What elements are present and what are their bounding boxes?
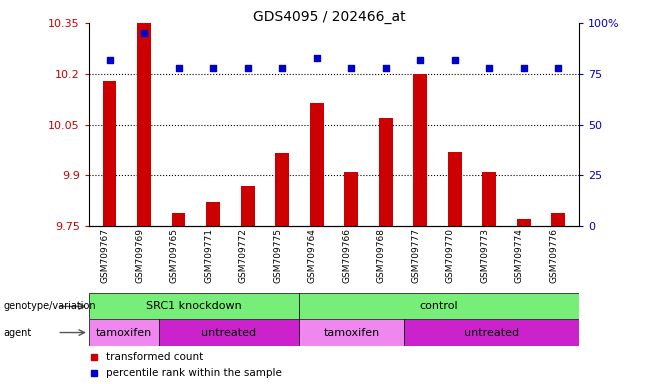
Text: GSM709776: GSM709776 — [549, 228, 559, 283]
Text: GSM709774: GSM709774 — [515, 228, 524, 283]
Point — [173, 65, 184, 71]
Text: percentile rank within the sample: percentile rank within the sample — [106, 368, 282, 378]
Text: GSM709772: GSM709772 — [239, 228, 247, 283]
Bar — [404, 319, 579, 346]
Bar — [299, 293, 579, 319]
Point — [484, 65, 495, 71]
Bar — [344, 172, 358, 226]
Bar — [299, 319, 404, 346]
Text: GSM709769: GSM709769 — [135, 228, 144, 283]
Bar — [103, 81, 116, 226]
Point — [449, 56, 460, 63]
Point — [277, 65, 288, 71]
Text: GSM709767: GSM709767 — [101, 228, 109, 283]
Text: untreated: untreated — [201, 328, 257, 338]
Bar — [89, 293, 299, 319]
Bar — [172, 213, 186, 226]
Text: tamoxifen: tamoxifen — [323, 328, 380, 338]
Bar — [241, 185, 255, 226]
Text: genotype/variation: genotype/variation — [3, 301, 96, 311]
Text: GSM709773: GSM709773 — [480, 228, 490, 283]
Bar — [517, 219, 531, 226]
Bar — [413, 74, 427, 226]
Point — [104, 56, 114, 63]
Bar — [379, 118, 393, 226]
Bar — [137, 23, 151, 226]
Text: tamoxifen: tamoxifen — [95, 328, 152, 338]
Text: agent: agent — [3, 328, 32, 338]
Point — [139, 30, 149, 36]
Bar — [310, 103, 324, 226]
Text: transformed count: transformed count — [106, 352, 203, 362]
Point — [553, 65, 564, 71]
Point — [346, 65, 357, 71]
Text: GSM709765: GSM709765 — [170, 228, 178, 283]
Bar — [551, 213, 565, 226]
Text: GSM709771: GSM709771 — [204, 228, 213, 283]
Text: GDS4095 / 202466_at: GDS4095 / 202466_at — [253, 10, 405, 23]
Text: control: control — [420, 301, 458, 311]
Bar — [89, 319, 159, 346]
Text: GSM709775: GSM709775 — [273, 228, 282, 283]
Text: GSM709768: GSM709768 — [377, 228, 386, 283]
Text: untreated: untreated — [464, 328, 519, 338]
Bar — [206, 202, 220, 226]
Bar — [159, 319, 299, 346]
Point — [208, 65, 218, 71]
Text: GSM709770: GSM709770 — [445, 228, 455, 283]
Bar — [482, 172, 496, 226]
Point — [519, 65, 529, 71]
Bar — [275, 153, 289, 226]
Bar — [448, 152, 462, 226]
Point — [242, 65, 253, 71]
Point — [380, 65, 391, 71]
Point — [311, 55, 322, 61]
Text: GSM709777: GSM709777 — [411, 228, 420, 283]
Text: GSM709764: GSM709764 — [308, 228, 316, 283]
Text: SRC1 knockdown: SRC1 knockdown — [146, 301, 241, 311]
Point — [415, 56, 426, 63]
Text: GSM709766: GSM709766 — [342, 228, 351, 283]
